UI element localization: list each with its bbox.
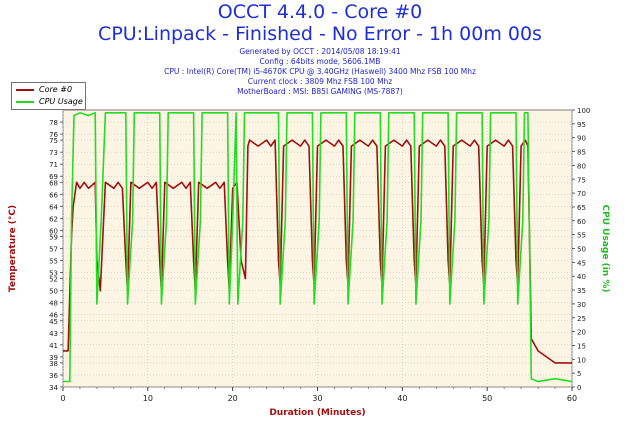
y-right-tick-label: 100 bbox=[577, 107, 590, 115]
info-motherboard: MotherBoard : MSI: B85I GAMING (MS-7887) bbox=[237, 87, 403, 96]
y-right-tick-label: 55 bbox=[577, 232, 586, 240]
y-left-tick-label: 45 bbox=[49, 318, 58, 326]
info-generated: Generated by OCCT : 2014/05/08 18:19:41 bbox=[239, 47, 401, 56]
y-right-tick-label: 85 bbox=[577, 149, 586, 157]
y-right-axis-title: CPU Usage (in %) bbox=[600, 205, 610, 293]
y-left-tick-label: 43 bbox=[49, 330, 58, 338]
y-left-tick-label: 57 bbox=[49, 246, 58, 254]
y-right-tick-label: 10 bbox=[577, 356, 586, 364]
x-tick-label: 30 bbox=[312, 394, 322, 403]
y-left-tick-label: 73 bbox=[49, 149, 58, 157]
y-right-tick-label: 50 bbox=[577, 246, 586, 254]
y-right-tick-label: 95 bbox=[577, 121, 586, 129]
y-left-tick-label: 75 bbox=[49, 137, 58, 145]
y-right-tick-label: 40 bbox=[577, 273, 586, 281]
y-right-tick-label: 35 bbox=[577, 287, 586, 295]
y-left-tick-label: 71 bbox=[49, 161, 58, 169]
y-left-tick-label: 36 bbox=[49, 372, 58, 380]
y-left-tick-label: 64 bbox=[49, 203, 58, 211]
legend-label-core0: Core #0 bbox=[39, 85, 73, 94]
x-tick-label: 60 bbox=[567, 394, 577, 403]
chart-title: OCCT 4.4.0 - Core #0 bbox=[217, 1, 423, 23]
y-left-tick-label: 50 bbox=[49, 288, 58, 296]
y-right-tick-label: 70 bbox=[577, 190, 586, 198]
y-right-tick-label: 15 bbox=[577, 342, 586, 350]
legend-item-cpu-usage: CPU Usage bbox=[16, 96, 83, 108]
y-left-tick-label: 34 bbox=[49, 384, 58, 392]
y-left-tick-label: 53 bbox=[49, 270, 58, 278]
y-right-tick-label: 45 bbox=[577, 259, 586, 267]
x-tick-label: 50 bbox=[482, 394, 492, 403]
series-line-core0 bbox=[63, 139, 572, 364]
y-left-tick-label: 38 bbox=[49, 360, 58, 368]
legend-item-core0: Core #0 bbox=[16, 84, 72, 96]
chart-subtitle: CPU:Linpack - Finished - No Error - 1h 0… bbox=[98, 23, 542, 45]
x-tick-label: 0 bbox=[60, 394, 65, 403]
y-right-tick-label: 65 bbox=[577, 204, 586, 212]
y-left-tick-label: 41 bbox=[49, 342, 58, 350]
y-right-tick-label: 5 bbox=[577, 370, 581, 378]
x-tick-label: 40 bbox=[397, 394, 407, 403]
info-current-clock: Current clock : 3809 Mhz FSB 100 Mhz bbox=[247, 77, 393, 86]
y-left-tick-label: 46 bbox=[49, 312, 58, 320]
chart-legend: Core #0 CPU Usage bbox=[11, 82, 86, 110]
x-tick-label: 10 bbox=[143, 394, 153, 403]
y-right-tick-label: 80 bbox=[577, 162, 586, 170]
y-left-tick-label: 39 bbox=[49, 354, 58, 362]
y-left-axis-title: Temperature (°C) bbox=[8, 205, 18, 292]
info-cpu: CPU : Intel(R) Core(TM) i5-4670K CPU @ 3… bbox=[164, 67, 476, 76]
y-right-tick-label: 60 bbox=[577, 218, 586, 226]
legend-swatch-core0 bbox=[16, 88, 34, 91]
x-tick-label: 20 bbox=[228, 394, 238, 403]
y-right-tick-label: 75 bbox=[577, 176, 586, 184]
y-right-tick-label: 20 bbox=[577, 329, 586, 337]
legend-swatch-cpu-usage bbox=[16, 100, 34, 103]
y-left-tick-label: 66 bbox=[49, 191, 58, 199]
y-left-tick-label: 76 bbox=[49, 131, 58, 139]
x-axis-title: Duration (Minutes) bbox=[269, 408, 365, 418]
y-left-tick-label: 68 bbox=[49, 179, 58, 187]
y-left-tick-label: 78 bbox=[49, 119, 58, 127]
y-left-tick-label: 62 bbox=[49, 215, 58, 223]
y-left-tick-label: 48 bbox=[49, 300, 58, 308]
y-right-tick-label: 0 bbox=[577, 384, 581, 392]
y-left-tick-label: 55 bbox=[49, 258, 58, 266]
info-config: Config : 64bits mode, 5606.1MB bbox=[259, 57, 381, 66]
y-left-tick-label: 60 bbox=[49, 227, 58, 235]
y-right-tick-label: 90 bbox=[577, 135, 586, 143]
y-left-tick-label: 52 bbox=[49, 276, 58, 284]
series-line-cpu-usage bbox=[63, 112, 573, 383]
y-left-tick-label: 69 bbox=[49, 173, 58, 181]
y-right-tick-label: 25 bbox=[577, 315, 586, 323]
y-right-tick-label: 30 bbox=[577, 301, 586, 309]
legend-label-cpu-usage: CPU Usage bbox=[39, 97, 83, 106]
y-left-tick-label: 59 bbox=[49, 233, 58, 241]
